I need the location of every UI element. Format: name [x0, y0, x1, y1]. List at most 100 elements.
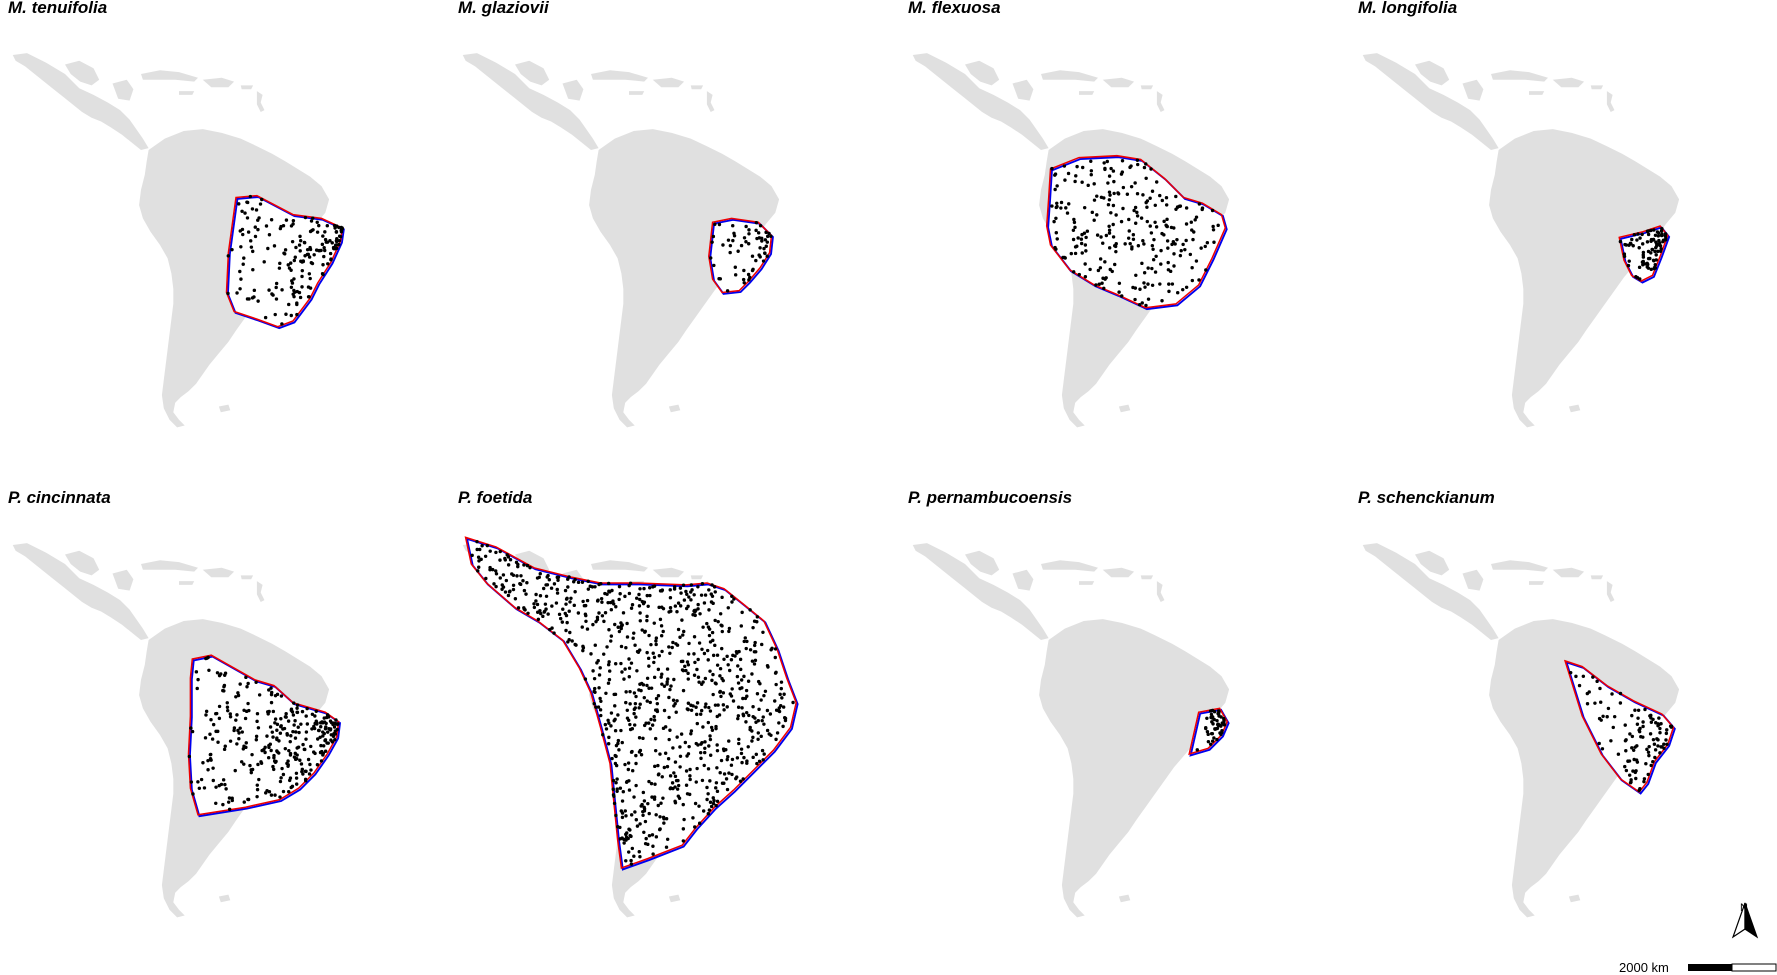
- occurrence-point: [664, 816, 669, 821]
- occurrence-point: [628, 702, 632, 706]
- occurrence-point: [228, 715, 233, 719]
- occurrence-point: [1150, 266, 1154, 271]
- occurrence-point: [672, 771, 676, 775]
- occurrence-point: [1651, 237, 1656, 242]
- range-hull-red: [464, 536, 797, 870]
- occurrence-point: [634, 694, 638, 699]
- occurrence-point: [645, 683, 649, 688]
- occurrence-point: [616, 738, 621, 743]
- occurrence-point: [1140, 261, 1144, 266]
- occurrence-point: [1117, 290, 1121, 294]
- occurrence-point: [762, 246, 766, 251]
- occurrence-point: [639, 804, 643, 808]
- occurrence-point: [476, 555, 481, 559]
- occurrence-point: [611, 778, 616, 783]
- occurrence-point: [475, 547, 479, 552]
- occurrence-point: [269, 700, 274, 705]
- occurrence-point: [532, 602, 536, 606]
- occurrence-point: [1642, 779, 1646, 784]
- occurrence-point: [769, 234, 773, 238]
- occurrence-point: [750, 739, 754, 743]
- occurrence-point: [668, 687, 672, 692]
- occurrence-point: [746, 272, 751, 277]
- occurrence-point: [1212, 717, 1216, 722]
- occurrence-point: [648, 700, 652, 705]
- occurrence-point: [659, 634, 664, 638]
- occurrence-point: [639, 753, 644, 757]
- occurrence-point: [257, 693, 262, 697]
- occurrence-point: [617, 629, 622, 634]
- occurrence-point: [312, 726, 317, 731]
- occurrence-point: [1121, 185, 1126, 190]
- occurrence-point: [676, 794, 681, 798]
- occurrence-point: [1135, 191, 1140, 196]
- occurrence-point: [629, 813, 634, 817]
- occurrence-point: [1641, 720, 1645, 724]
- occurrence-point: [315, 230, 320, 234]
- map-panel: [462, 536, 799, 918]
- occurrence-point: [777, 721, 781, 725]
- occurrence-point: [777, 706, 782, 710]
- occurrence-point: [604, 691, 608, 696]
- occurrence-point: [725, 757, 729, 762]
- occurrence-point: [656, 694, 661, 698]
- occurrence-point: [1636, 708, 1641, 713]
- occurrence-point: [240, 730, 244, 734]
- occurrence-point: [721, 678, 725, 683]
- occurrence-point: [761, 715, 765, 719]
- occurrence-point: [336, 722, 340, 726]
- occurrence-point: [730, 687, 734, 691]
- occurrence-point: [1172, 252, 1176, 256]
- occurrence-point: [706, 658, 710, 662]
- occurrence-point: [703, 705, 707, 709]
- occurrence-point: [665, 764, 670, 769]
- occurrence-point: [1139, 216, 1144, 220]
- occurrence-point: [328, 251, 333, 256]
- occurrence-point: [1080, 251, 1084, 255]
- occurrence-point: [746, 679, 751, 683]
- occurrence-point: [743, 696, 748, 701]
- occurrence-point: [321, 734, 325, 738]
- occurrence-point: [715, 663, 720, 667]
- occurrence-point: [756, 737, 760, 741]
- occurrence-point: [714, 781, 719, 785]
- occurrence-point: [249, 770, 254, 775]
- occurrence-point: [1135, 158, 1140, 162]
- occurrence-point: [744, 720, 748, 724]
- occurrence-point: [234, 695, 238, 699]
- occurrence-point: [267, 688, 271, 692]
- occurrence-point: [664, 845, 669, 849]
- occurrence-point: [221, 802, 225, 807]
- occurrence-point: [295, 302, 299, 307]
- occurrence-point: [314, 709, 318, 713]
- occurrence-point: [618, 825, 622, 830]
- occurrence-point: [498, 549, 502, 554]
- occurrence-point: [754, 220, 759, 225]
- occurrence-point: [652, 675, 657, 680]
- occurrence-point: [599, 582, 603, 586]
- panel-title: P. schenckianum: [1358, 488, 1495, 507]
- occurrence-point: [270, 730, 275, 734]
- occurrence-point: [696, 585, 700, 589]
- occurrence-point: [1137, 302, 1142, 307]
- occurrence-point: [526, 611, 530, 616]
- occurrence-point: [239, 245, 243, 249]
- occurrence-point: [763, 251, 767, 255]
- occurrence-point: [710, 240, 714, 244]
- occurrence-point: [674, 778, 679, 783]
- occurrence-point: [1109, 166, 1113, 171]
- occurrence-point: [260, 197, 264, 202]
- occurrence-point: [1632, 757, 1636, 762]
- occurrence-point: [1585, 702, 1590, 706]
- occurrence-point: [546, 612, 550, 616]
- occurrence-point: [779, 686, 783, 691]
- occurrence-point: [1151, 247, 1155, 251]
- occurrence-point: [274, 285, 278, 290]
- occurrence-point: [731, 653, 735, 658]
- occurrence-point: [225, 705, 230, 709]
- occurrence-point: [727, 626, 732, 631]
- occurrence-point: [695, 701, 700, 705]
- occurrence-point: [1635, 722, 1640, 726]
- occurrence-point: [660, 682, 664, 686]
- occurrence-point: [681, 688, 686, 693]
